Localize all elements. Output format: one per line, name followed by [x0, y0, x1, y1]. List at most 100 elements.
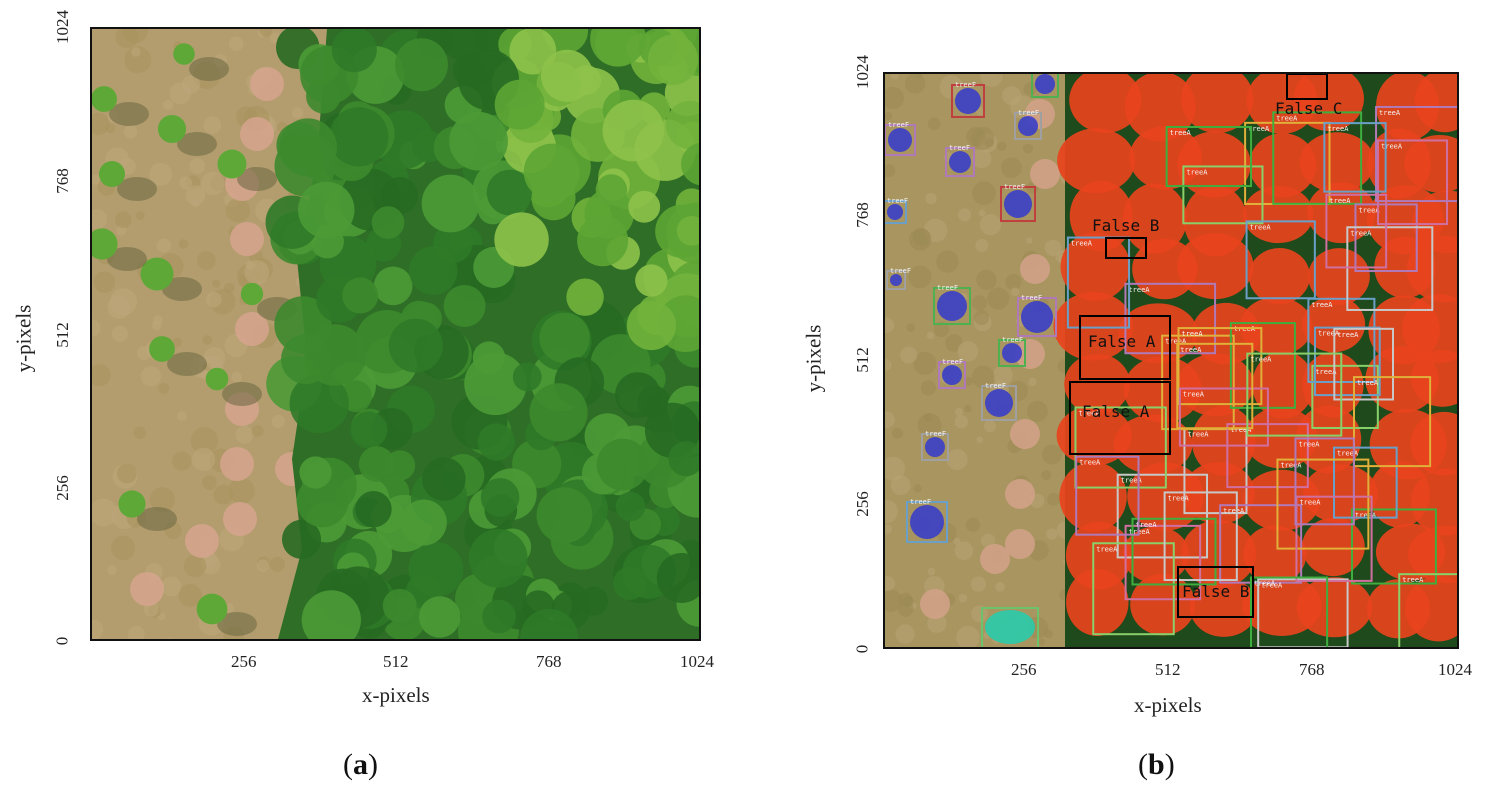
mound: [1020, 254, 1050, 284]
treeA-box: [1323, 122, 1387, 193]
panel-b-caption: (b): [1138, 748, 1175, 781]
treeA-box: [1075, 455, 1140, 536]
treeA-label: treeA: [1180, 346, 1202, 354]
treeF-box: [933, 287, 971, 325]
treeA-box: [1346, 226, 1434, 311]
panel-b-x-tick: 256: [1011, 660, 1037, 679]
treeA-mask: [1293, 74, 1364, 132]
treeA-mask: [1249, 133, 1317, 198]
panel-a-x-tick: 256: [231, 652, 257, 671]
treeA-box: [1377, 139, 1449, 226]
treeA-label: treeA: [1096, 545, 1118, 553]
treeA-label: treeA: [1129, 528, 1151, 536]
false-detection-box: [1286, 74, 1328, 100]
treeA-label: treeA: [1298, 440, 1320, 448]
mound: [240, 117, 274, 151]
treeA-box: [1398, 573, 1457, 647]
treeF-mask: [1035, 74, 1055, 94]
treeA-mask: [1180, 74, 1254, 134]
treeA-mask: [1402, 294, 1457, 363]
treeF-box: [998, 339, 1026, 367]
treeA-box: [1250, 576, 1329, 647]
treeF-label: treeF: [888, 121, 909, 129]
treeA-mask: [1053, 291, 1134, 361]
treeF-label: treeF: [937, 284, 958, 292]
treeA-label: treeA: [1230, 426, 1252, 434]
treeF-label: treeF: [925, 430, 946, 438]
treeA-mask: [1410, 411, 1457, 476]
treeA-box: [1165, 125, 1253, 188]
treeA-label: treeA: [1276, 114, 1298, 122]
treeA-box: [1352, 376, 1432, 468]
false-detection-label: False A: [1088, 332, 1156, 351]
treeA-mask: [1408, 525, 1457, 584]
treeF-mask: [955, 88, 981, 114]
panel-a-y-tick: 512: [52, 322, 72, 348]
treeA-box: [1332, 446, 1398, 519]
panel-a-image-frame: [90, 27, 701, 641]
treeA-mask: [1296, 577, 1373, 638]
treeF-box: [1000, 186, 1036, 222]
treeA-label: treeA: [1248, 125, 1270, 133]
treeA-box: [1294, 437, 1355, 526]
treeA-label: treeA: [1381, 142, 1403, 150]
panel-b-y-tick: 768: [852, 202, 872, 228]
treeF-mask: [1021, 301, 1053, 333]
treeA-box: [1066, 236, 1131, 329]
treeA-mask: [1248, 248, 1310, 305]
treeA-box: [1351, 508, 1437, 585]
panel-b-y-tick: 0: [852, 644, 872, 654]
treeA-mask: [1177, 353, 1254, 417]
panel-b-y-tick: 256: [852, 491, 872, 517]
treeA-box: [1333, 327, 1394, 401]
mound: [220, 447, 254, 481]
treeF-mask: [1002, 343, 1022, 363]
segmentation-overlay-photo: treeAtreeAtreeAtreeAtreeAtreeAtreeAtreeA…: [885, 74, 1457, 647]
treeA-label: treeA: [1358, 206, 1380, 214]
false-detection-box: [1069, 381, 1171, 455]
treeA-label: treeA: [1182, 330, 1204, 338]
treeA-label: treeA: [1136, 521, 1158, 529]
treeA-box: [1313, 326, 1381, 397]
treeF-mask: [942, 365, 962, 385]
treeA-box: [1257, 578, 1349, 647]
treeA-mask: [1302, 352, 1364, 418]
treeA-label: treeA: [1311, 301, 1333, 309]
treeF-box: [951, 84, 985, 118]
treeF-label: treeF: [1002, 336, 1023, 344]
treeA-label: treeA: [1254, 580, 1276, 588]
panel-b-y-tick: 1024: [853, 55, 872, 89]
treeF-box: [885, 124, 916, 156]
treeF-box: [1031, 74, 1059, 98]
treeA-label: treeA: [1337, 450, 1359, 458]
mound: [235, 312, 269, 346]
treeA-mask: [1122, 526, 1190, 584]
treeA-label: treeA: [1170, 129, 1192, 137]
small-tree: [240, 282, 264, 306]
treeA-label: treeA: [1121, 477, 1143, 485]
treeA-label: treeA: [1250, 223, 1272, 231]
special-box: [981, 607, 1039, 647]
treeF-box: [945, 147, 975, 177]
treeF-box: [938, 361, 966, 389]
aerial-orchard-photo: [92, 29, 699, 639]
treeA-label: treeA: [1165, 338, 1187, 346]
treeA-label: treeA: [1318, 330, 1340, 338]
treeF-box: [1014, 112, 1042, 140]
treeA-label: treeA: [1168, 494, 1190, 502]
treeA-box: [1176, 342, 1254, 430]
small-tree: [92, 228, 118, 260]
treeA-label: treeA: [1329, 197, 1351, 205]
treeA-mask: [1069, 180, 1133, 252]
treeA-mask: [1122, 183, 1188, 254]
small-tree: [157, 114, 187, 144]
small-tree: [92, 86, 117, 112]
treeA-mask: [1060, 232, 1131, 301]
treeA-box: [1178, 387, 1269, 447]
treeA-box: [1229, 322, 1296, 409]
false-detection-label: False B: [1092, 216, 1159, 235]
treeA-mask: [1405, 575, 1457, 642]
panel-a-y-tick: 0: [52, 636, 72, 646]
panel-b-caption-letter: b: [1148, 748, 1165, 781]
panel-b-y-axis-label: y-pixels: [801, 324, 826, 393]
